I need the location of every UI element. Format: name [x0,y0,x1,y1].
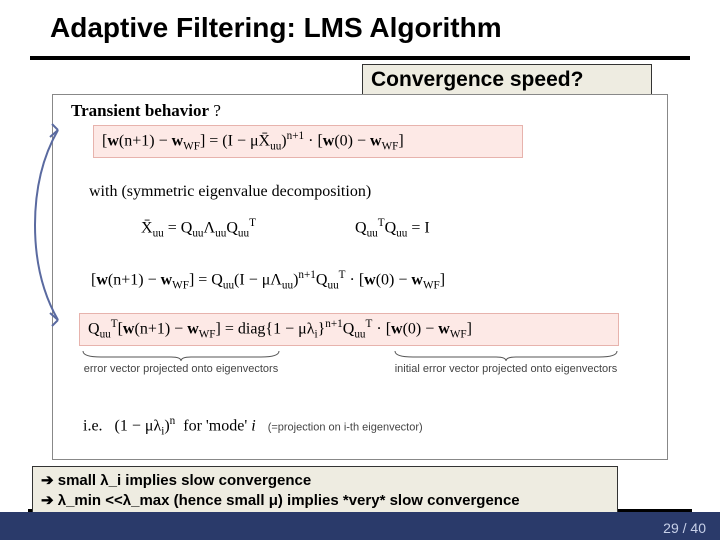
title-underline [30,56,690,60]
with-decomposition-label: with (symmetric eigenvalue decomposition… [89,183,371,201]
page-title: Adaptive Filtering: LMS Algorithm [50,12,720,44]
equation-3: [w(n+1) − wWF] = Quu(I − μΛuu)n+1QuuT · … [91,269,445,292]
equation-2a: X̄uu = QuuΛuuQuuT [141,217,256,240]
equation-4: QuuT[w(n+1) − wWF] = diag{1 − μλi}n+1Quu… [79,313,619,346]
implication-line-1: ➔ small λ_i implies slow convergence [41,471,609,491]
transient-behavior-label: Transient behavior ? [71,101,221,121]
mode-i-statement: i.e. (1 − μλi)n for 'mode' i (=projectio… [83,415,423,438]
underbrace-right: initial error vector projected onto eige… [393,349,619,375]
underbrace-left: error vector projected onto eigenvectors [81,349,281,375]
footer-bar: 29 / 40 [0,512,720,540]
content-panel: Transient behavior ? [w(n+1) − wWF] = (I… [52,94,668,460]
callout-implications: ➔ small λ_i implies slow convergence ➔ λ… [32,466,618,517]
page-number: 29 / 40 [663,520,706,536]
callout-convergence-speed: Convergence speed? [362,64,652,96]
equation-1: [w(n+1) − wWF] = (I − μX̄uu)n+1 · [w(0) … [93,125,523,158]
implication-line-2: ➔ λ_min <<λ_max (hence small μ) implies … [41,491,609,511]
equation-2b: QuuTQuu = I [355,217,430,240]
